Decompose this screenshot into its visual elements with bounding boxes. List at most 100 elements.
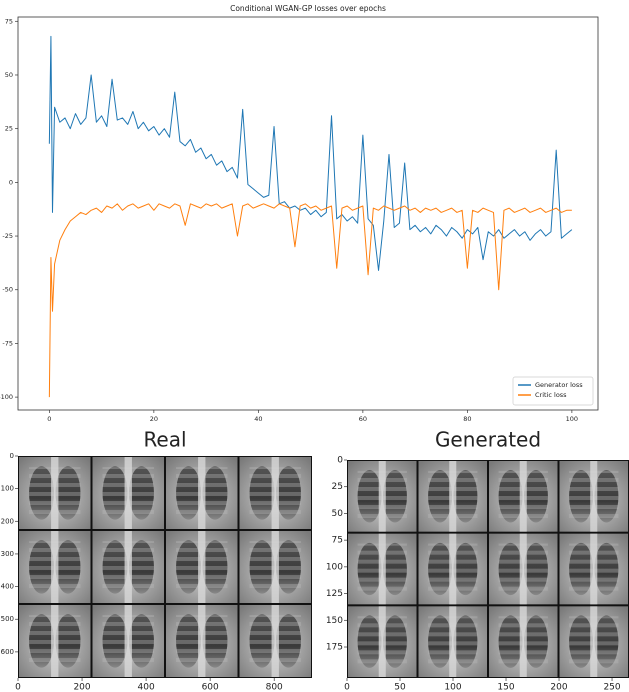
x-tick-label: 600 (202, 683, 219, 692)
spine (519, 606, 527, 677)
spine (51, 457, 59, 529)
spine (271, 605, 279, 677)
spine (590, 461, 598, 532)
y-tick-label: 500 (1, 615, 14, 623)
plot-area (17, 16, 599, 411)
spine (124, 531, 132, 603)
legend-box (512, 376, 594, 406)
xray-tile (19, 457, 91, 529)
xray-tile (166, 531, 238, 603)
y-tick-label: 50 (5, 71, 13, 79)
x-tick-label: 100 (566, 415, 578, 423)
x-tick-label: 200 (73, 683, 90, 692)
xray-tile (19, 605, 91, 677)
y-tick-label: 175 (326, 643, 343, 653)
xray-tile (559, 606, 628, 677)
y-tick-label: -25 (2, 232, 13, 240)
xray-tile (418, 533, 487, 605)
y-tick-label: 100 (326, 562, 343, 572)
x-tick-label: 0 (344, 683, 350, 692)
spine (378, 461, 386, 532)
y-tick-label: -100 (0, 393, 13, 401)
spine (519, 533, 527, 605)
xray-tile (489, 533, 558, 605)
xray-tile (418, 606, 487, 677)
xray-tile (166, 457, 238, 529)
y-tick-label: 0 (10, 452, 14, 460)
y-tick-label: 25 (332, 482, 343, 492)
xray-tile (348, 461, 417, 532)
x-tick-label: 20 (150, 415, 158, 423)
panel-title: Real (143, 428, 186, 452)
series-line (48, 35, 573, 271)
y-tick-label: 400 (1, 583, 14, 591)
y-tick-label: 600 (1, 648, 14, 656)
y-tick-label: -50 (2, 286, 13, 294)
spine (51, 531, 59, 603)
spine (449, 606, 457, 677)
x-tick-label: 400 (138, 683, 155, 692)
spine (449, 461, 457, 532)
xray-tile (92, 531, 164, 603)
spine (124, 457, 132, 529)
y-tick-label: 75 (5, 17, 13, 25)
x-tick-label: 250 (603, 683, 620, 692)
xray-tile (559, 533, 628, 605)
x-tick-label: 50 (394, 683, 406, 692)
xray-tile (92, 605, 164, 677)
x-tick-label: 800 (266, 683, 283, 692)
xray-tile (418, 461, 487, 532)
y-tick-label: 300 (1, 550, 14, 558)
x-tick-label: 0 (47, 415, 51, 423)
y-tick-label: 25 (5, 125, 13, 133)
x-tick-label: 200 (550, 683, 567, 692)
spine (590, 533, 598, 605)
y-tick-label: -75 (2, 339, 13, 347)
panel-title: Generated (435, 428, 541, 452)
y-tick-label: 150 (326, 616, 343, 626)
x-tick-label: 40 (254, 415, 262, 423)
y-tick-label: 0 (9, 178, 13, 186)
xray-tile (239, 457, 311, 529)
spine (198, 531, 206, 603)
x-tick-label: 150 (497, 683, 514, 692)
spine (198, 605, 206, 677)
x-tick-label: 100 (444, 683, 461, 692)
spine (51, 605, 59, 677)
chart-title: Conditional WGAN-GP losses over epochs (230, 4, 386, 13)
xray-tile (239, 605, 311, 677)
spine (378, 606, 386, 677)
spine (590, 606, 598, 677)
xray-tile (239, 531, 311, 603)
legend-label: Generator loss (535, 381, 583, 389)
y-tick-label: 75 (332, 536, 343, 546)
xray-tile (348, 533, 417, 605)
spine (198, 457, 206, 529)
xray-tile (489, 606, 558, 677)
spine (271, 531, 279, 603)
spine (378, 533, 386, 605)
x-tick-label: 60 (359, 415, 367, 423)
x-tick-label: 0 (15, 683, 21, 692)
xray-tile (19, 531, 91, 603)
xray-tile (166, 605, 238, 677)
x-tick-label: 80 (463, 415, 471, 423)
y-tick-label: 100 (1, 485, 14, 493)
y-tick-label: 200 (1, 517, 14, 525)
spine (271, 457, 279, 529)
y-tick-label: 50 (332, 509, 344, 519)
legend-label: Critic loss (535, 391, 567, 399)
spine (519, 461, 527, 532)
xray-tile (559, 461, 628, 532)
spine (449, 533, 457, 605)
xray-tile (489, 461, 558, 532)
y-tick-label: 0 (337, 456, 343, 466)
series-line (48, 203, 572, 398)
xray-tile (348, 606, 417, 677)
spine (124, 605, 132, 677)
y-tick-label: 125 (326, 589, 343, 599)
xray-tile (92, 457, 164, 529)
